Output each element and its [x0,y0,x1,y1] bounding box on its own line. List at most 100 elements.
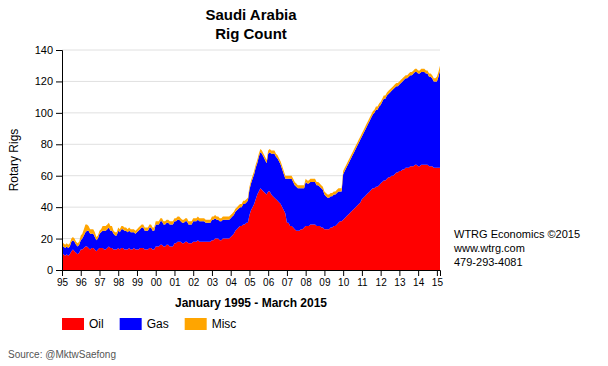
x-tick-label: 10 [338,277,350,288]
y-tick-label: 120 [35,75,53,87]
credit: www.wtrg.com [453,242,525,254]
y-tick-mark [56,50,62,51]
x-tick: 03 [207,270,219,288]
legend: Oil Gas Misc [62,317,236,331]
chart: Saudi ArabiaRig Count0204060801001201409… [0,0,608,366]
y-tick: 120 [35,75,62,87]
y-tick-label: 140 [35,44,53,56]
x-tick-mark [343,270,344,276]
y-tick: 60 [41,170,62,182]
x-tick-mark [62,270,63,276]
y-tick: 40 [41,201,62,213]
x-tick-label: 96 [76,277,88,288]
x-tick-label: 07 [282,277,294,288]
legend-label: Misc [212,317,237,331]
x-axis: 95 96 97 98 99 00 01 02 03 04 05 06 07 08 09 10 11 12 13 14… [57,270,443,288]
y-axis-line [56,51,63,271]
x-tick-label: 14 [413,277,425,288]
legend-label: Oil [89,317,104,331]
x-tick: 98 [113,270,125,288]
legend-swatch [62,318,84,330]
x-tick-mark [193,270,194,276]
x-tick: 07 [282,270,294,288]
y-tick-mark [56,81,62,82]
y-tick-label: 40 [41,201,53,213]
x-tick: 05 [244,270,256,288]
x-tick-label: 13 [394,277,406,288]
legend-swatch [185,318,207,330]
x-tick: 11 [357,270,368,288]
x-tick: 97 [94,270,106,288]
x-tick-mark [324,270,325,276]
y-tick-label: 20 [41,233,53,245]
x-tick-label: 04 [226,277,238,288]
x-tick: 14 [413,270,425,288]
subtitle: Rig Count [215,25,287,42]
y-tick-mark [56,270,62,271]
x-tick: 06 [263,270,275,288]
plot: 0204060801001201409596979899000102030405… [35,44,444,288]
x-tick: 15 [432,270,444,288]
x-axis-title: January 1995 - March 2015 [175,296,327,310]
x-axis-line [63,271,441,277]
x-tick-label: 08 [301,277,313,288]
x-tick-mark [306,270,307,276]
grid [62,50,440,270]
y-tick: 100 [35,107,62,119]
x-tick-label: 09 [319,277,331,288]
y-tick-label: 60 [41,170,53,182]
x-tick-mark [118,270,119,276]
x-tick-label: 03 [207,277,219,288]
x-tick-mark [437,270,438,276]
source: Source: @MktwSaefong [8,349,116,360]
x-tick: 08 [301,270,313,288]
y-axis-title: Rotary Rigs [7,129,21,192]
x-tick: 12 [376,270,388,288]
x-tick-mark [249,270,250,276]
x-tick: 99 [132,270,144,288]
title: Saudi Arabia [205,6,297,23]
x-tick-mark [287,270,288,276]
x-tick-label: 06 [263,277,275,288]
x-tick-label: 97 [94,277,106,288]
x-tick-mark [99,270,100,276]
x-tick-mark [156,270,157,276]
credit: 479-293-4081 [454,256,523,268]
x-tick-mark [399,270,400,276]
credit: WTRG Economics ©2015 [454,228,580,240]
y-tick: 140 [35,44,62,56]
grid-line [62,50,440,51]
x-tick-mark [212,270,213,276]
x-tick-mark [137,270,138,276]
x-tick: 04 [226,270,238,288]
x-tick-mark [381,270,382,276]
area [62,66,440,248]
x-tick-label: 12 [376,277,388,288]
x-tick-mark [81,270,82,276]
x-tick-mark [362,270,363,276]
x-tick-label: 05 [244,277,256,288]
x-tick: 02 [188,270,200,288]
y-tick-label: 100 [35,107,53,119]
y-tick-mark [56,239,62,240]
x-tick: 09 [319,270,331,288]
x-tick-label: 00 [151,277,163,288]
x-tick-label: 01 [169,277,181,288]
x-tick: 01 [169,270,181,288]
x-tick: 10 [338,270,350,288]
y-axis: 020406080100120140 [35,44,63,276]
x-tick-label: 99 [132,277,144,288]
areas [62,66,440,270]
y-tick: 0 [47,264,62,276]
y-tick-mark [56,144,62,145]
x-tick-mark [418,270,419,276]
legend-swatch [120,318,142,330]
x-tick-mark [231,270,232,276]
x-tick-label: 95 [57,277,69,288]
legend-label: Gas [147,317,169,331]
x-tick-label: 02 [188,277,200,288]
y-tick-label: 0 [47,264,53,276]
x-tick-label: 98 [113,277,125,288]
x-tick: 95 [57,270,69,288]
grid-line [62,81,440,82]
